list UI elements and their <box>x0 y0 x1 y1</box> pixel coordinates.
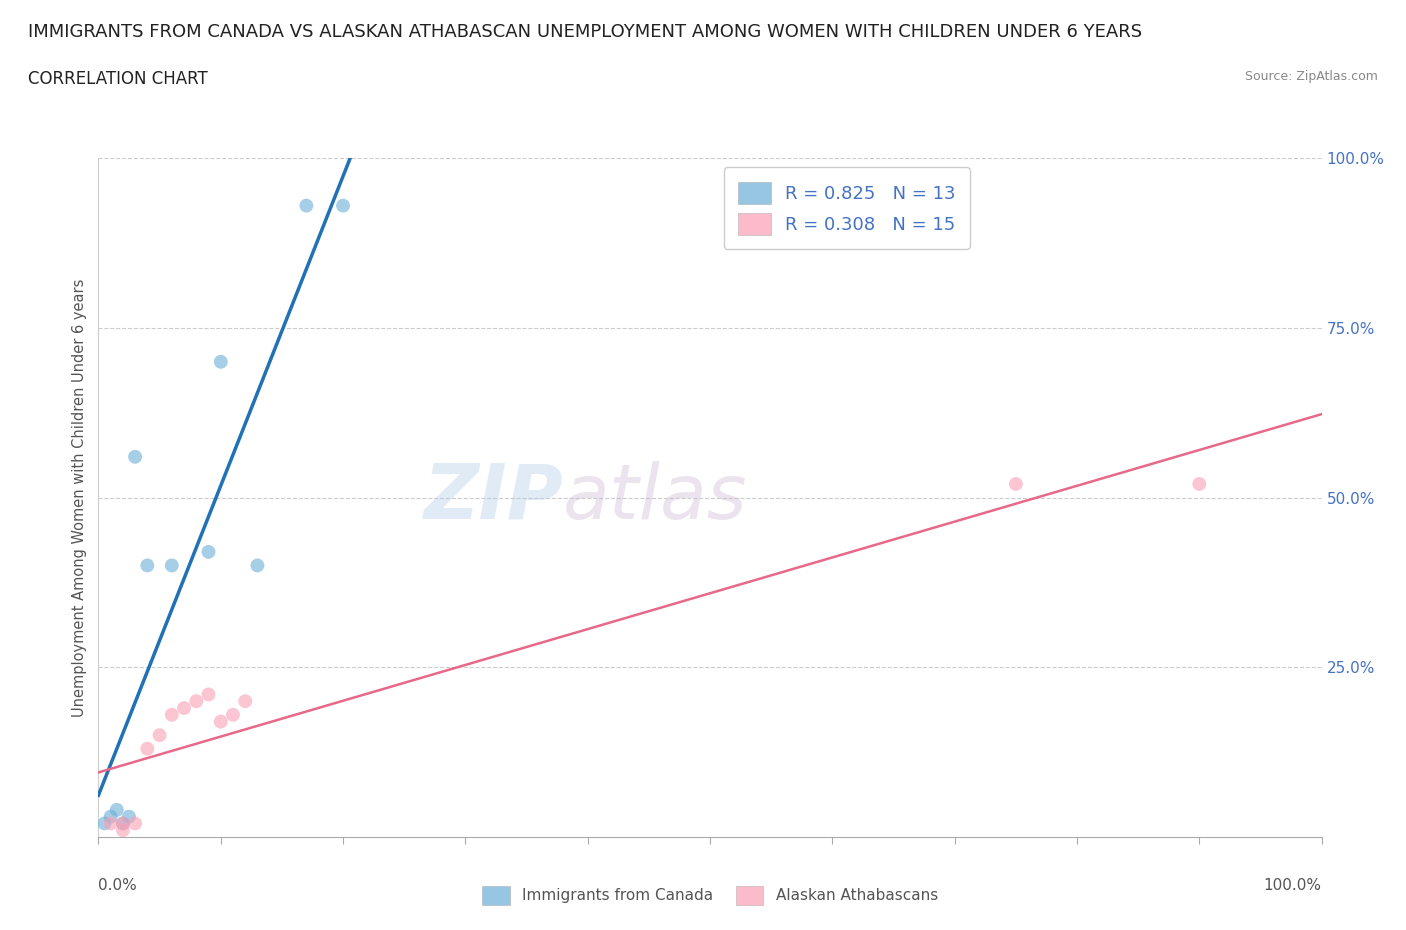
Point <box>209 714 232 729</box>
Text: 0.0%: 0.0% <box>98 878 138 893</box>
Point <box>124 816 146 830</box>
Point <box>295 198 318 213</box>
Text: atlas: atlas <box>564 460 748 535</box>
Text: CORRELATION CHART: CORRELATION CHART <box>28 70 208 87</box>
Point <box>332 198 354 213</box>
Point <box>186 694 208 709</box>
Point <box>136 558 159 573</box>
Point <box>233 694 256 709</box>
Legend: Immigrants from Canada, Alaskan Athabascans: Immigrants from Canada, Alaskan Athabasc… <box>477 880 943 910</box>
Point <box>160 708 183 723</box>
Point <box>209 354 232 369</box>
Point <box>160 558 183 573</box>
Point <box>197 687 219 702</box>
Point <box>197 544 219 559</box>
Point <box>1004 476 1026 491</box>
Point <box>124 449 146 464</box>
Text: ZIP: ZIP <box>423 460 564 535</box>
Point <box>118 809 141 824</box>
Point <box>149 727 172 742</box>
Point <box>111 816 134 830</box>
Point <box>93 816 115 830</box>
Text: 100.0%: 100.0% <box>1264 878 1322 893</box>
Point <box>100 809 122 824</box>
Point <box>136 741 159 756</box>
Point <box>222 708 245 723</box>
Text: IMMIGRANTS FROM CANADA VS ALASKAN ATHABASCAN UNEMPLOYMENT AMONG WOMEN WITH CHILD: IMMIGRANTS FROM CANADA VS ALASKAN ATHABA… <box>28 23 1142 41</box>
Point <box>100 816 122 830</box>
Point <box>111 823 134 838</box>
Point <box>1188 476 1211 491</box>
Point <box>246 558 269 573</box>
Point <box>105 803 128 817</box>
Y-axis label: Unemployment Among Women with Children Under 6 years: Unemployment Among Women with Children U… <box>72 278 87 717</box>
Point <box>111 816 134 830</box>
Point <box>173 700 195 715</box>
Text: Source: ZipAtlas.com: Source: ZipAtlas.com <box>1244 70 1378 83</box>
